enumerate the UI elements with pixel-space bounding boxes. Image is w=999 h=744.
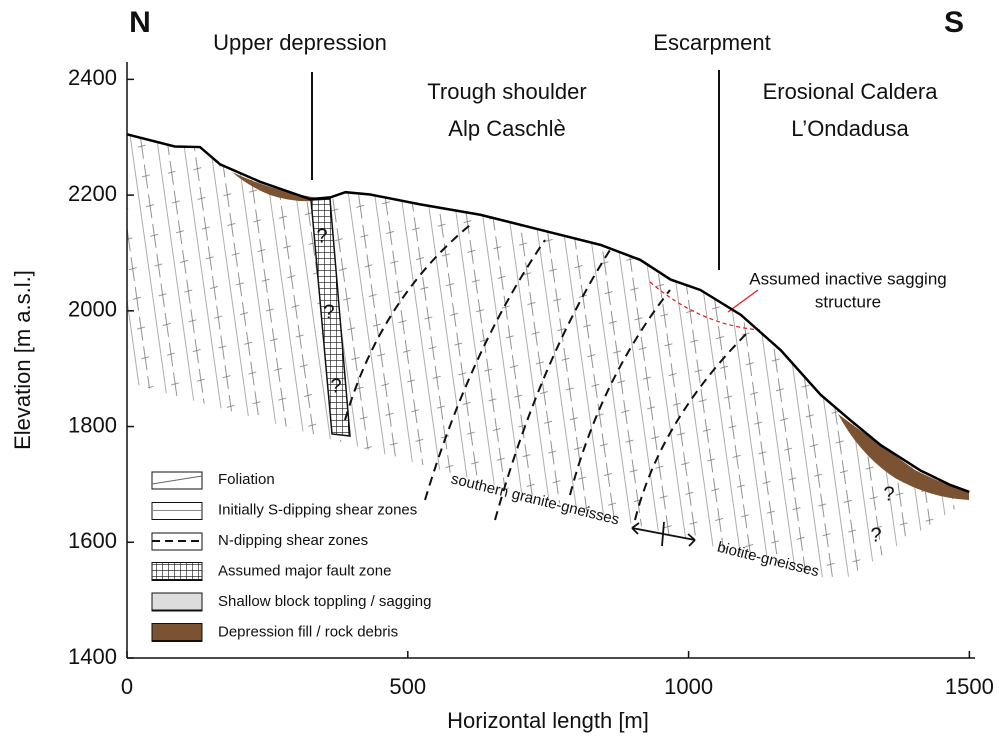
legend-swatch — [151, 623, 203, 641]
annotation: Assumed inactive sagging — [749, 269, 947, 288]
annotation: Trough shoulder — [427, 79, 586, 104]
annotation: L’Ondadusa — [791, 116, 909, 141]
annotation: Erosional Caldera — [763, 79, 939, 104]
legend-swatch — [151, 475, 203, 485]
annotation: S — [944, 6, 964, 39]
n-dipping-shear-zone — [494, 249, 611, 521]
n-dipping-shear-zone — [344, 224, 471, 421]
x-tick-label: 1500 — [945, 674, 994, 699]
annotation: Alp Caschlè — [448, 116, 565, 141]
y-tick-label: 2200 — [68, 181, 117, 206]
annotation: ? — [330, 375, 341, 397]
legend-label: Depression fill / rock debris — [218, 623, 398, 640]
sagging-arrow — [727, 289, 759, 313]
annotation: ? — [316, 225, 327, 247]
n-dipping-shear-zone — [569, 289, 671, 496]
x-tick-label: 0 — [121, 674, 133, 699]
legend-label: Foliation — [218, 471, 275, 488]
surface-profile — [126, 133, 970, 494]
legend-label: Initially S-dipping shear zones — [218, 501, 417, 518]
annotation: Upper depression — [213, 30, 387, 55]
n-dipping-shear-zone — [634, 329, 751, 521]
x-tick-label: 1000 — [664, 674, 713, 699]
y-tick-label: 1800 — [68, 412, 117, 437]
y-tick-label: 2400 — [68, 65, 117, 90]
legend-label: Shallow block toppling / sagging — [218, 593, 431, 610]
annotation: ? — [323, 301, 334, 323]
annotation: N — [129, 6, 151, 39]
y-axis-title: Elevation [m a.s.l.] — [10, 270, 35, 450]
annotation: structure — [815, 292, 881, 311]
x-tick-label: 500 — [389, 674, 426, 699]
legend-label: Assumed major fault zone — [218, 562, 391, 579]
legend-label: N-dipping shear zones — [218, 532, 368, 549]
x-axis-title: Horizontal length [m] — [447, 708, 649, 733]
legend-swatch — [151, 592, 203, 611]
annotation: ? — [870, 524, 881, 546]
debris-fill — [838, 414, 969, 500]
annotation: ? — [883, 483, 894, 505]
legend-swatch — [151, 562, 203, 580]
annotation: Escarpment — [653, 30, 770, 55]
fault-zone — [310, 198, 351, 437]
y-tick-label: 1600 — [68, 528, 117, 553]
y-tick-label: 2000 — [68, 297, 117, 322]
y-tick-label: 1400 — [68, 644, 117, 669]
rock-body — [127, 134, 970, 583]
sagging-arc — [649, 281, 761, 331]
boundary-arrow — [631, 521, 696, 547]
cross-section — [127, 70, 970, 583]
